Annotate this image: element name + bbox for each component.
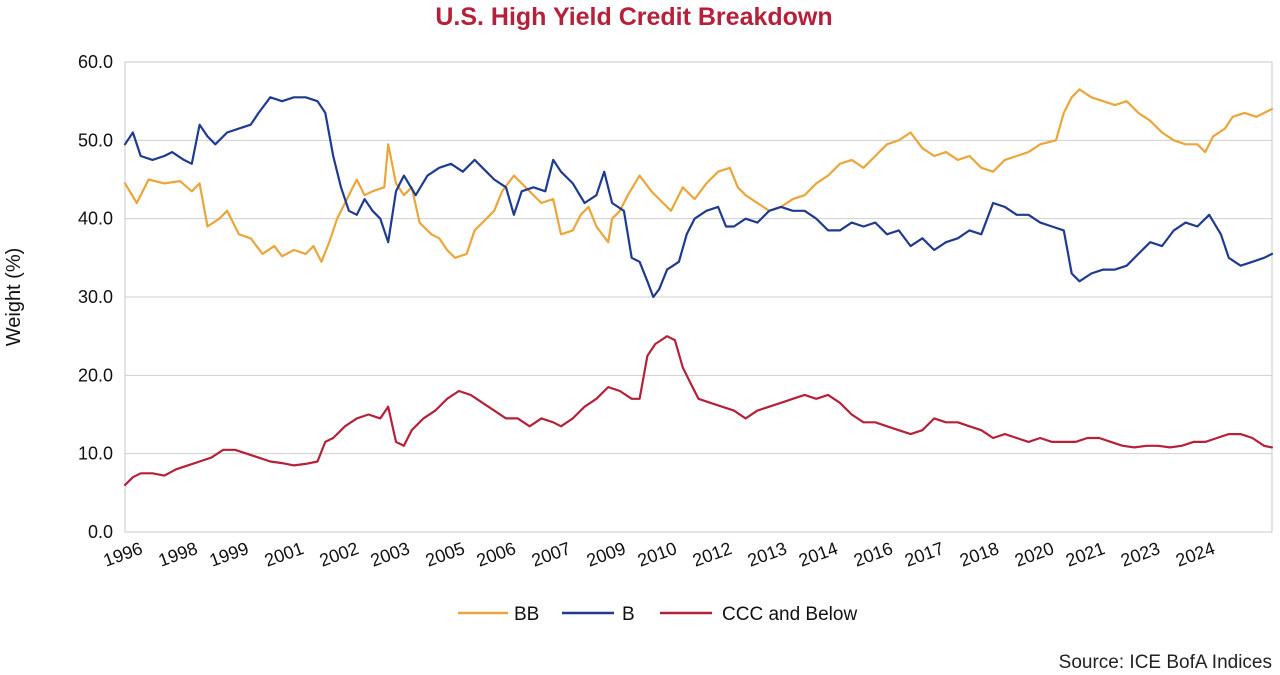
x-tick-label: 1998 (156, 538, 200, 570)
x-tick-label: 2012 (690, 538, 734, 570)
x-tick-label: 2017 (902, 538, 946, 570)
x-tick-label: 2007 (529, 538, 573, 570)
gridlines (125, 61, 1272, 533)
x-tick-label: 1999 (207, 538, 251, 570)
x-tick-label: 1996 (101, 538, 145, 570)
x-tick-label: 2001 (262, 538, 306, 570)
y-tick-label: 50.0 (78, 130, 113, 150)
y-tick-label: 20.0 (78, 365, 113, 385)
y-tick-label: 40.0 (78, 209, 113, 229)
chart-title: U.S. High Yield Credit Breakdown (435, 3, 832, 31)
x-tick-label: 2003 (368, 538, 412, 570)
x-tick-label: 2023 (1118, 538, 1162, 570)
x-tick-label: 2016 (851, 538, 895, 570)
x-tick-label: 2005 (423, 538, 467, 570)
x-tick-label: 2002 (317, 538, 361, 570)
x-tick-label: 2021 (1063, 538, 1107, 570)
y-tick-label: 60.0 (78, 52, 113, 72)
legend-label-ccc-and-below: CCC and Below (722, 604, 857, 625)
series-line-ccc-and-below (123, 335, 1274, 487)
x-tick-label: 2009 (584, 538, 628, 570)
x-axis-ticks: 1996 1998 1999 2001 2002 2003 2005 2006 2007 2009… (101, 538, 1218, 570)
series-line-bb (123, 88, 1274, 263)
y-tick-label: 10.0 (78, 444, 113, 464)
x-tick-label: 2014 (796, 538, 840, 570)
y-axis-ticks: 0.0 10.0 20.0 30.0 40.0 50.0 60.0 (78, 52, 113, 542)
series-line-b (123, 96, 1274, 299)
source-note: Source: ICE BofA Indices (1059, 652, 1272, 673)
y-tick-label: 30.0 (78, 287, 113, 307)
legend-label-b: B (622, 604, 635, 625)
legend-label-bb: BB (514, 604, 539, 625)
y-axis-title: Weight (%) (3, 248, 25, 347)
plot-area-frame (124, 61, 1273, 533)
x-tick-label: 2013 (745, 538, 789, 570)
x-tick-label: 2010 (635, 538, 679, 570)
legend: BB B CCC and Below (458, 604, 857, 625)
x-tick-label: 2020 (1012, 538, 1056, 570)
x-tick-label: 2024 (1173, 538, 1217, 570)
series-lines (123, 88, 1274, 487)
x-tick-label: 2006 (474, 538, 518, 570)
y-tick-label: 0.0 (88, 522, 113, 542)
x-tick-label: 2018 (957, 538, 1001, 570)
